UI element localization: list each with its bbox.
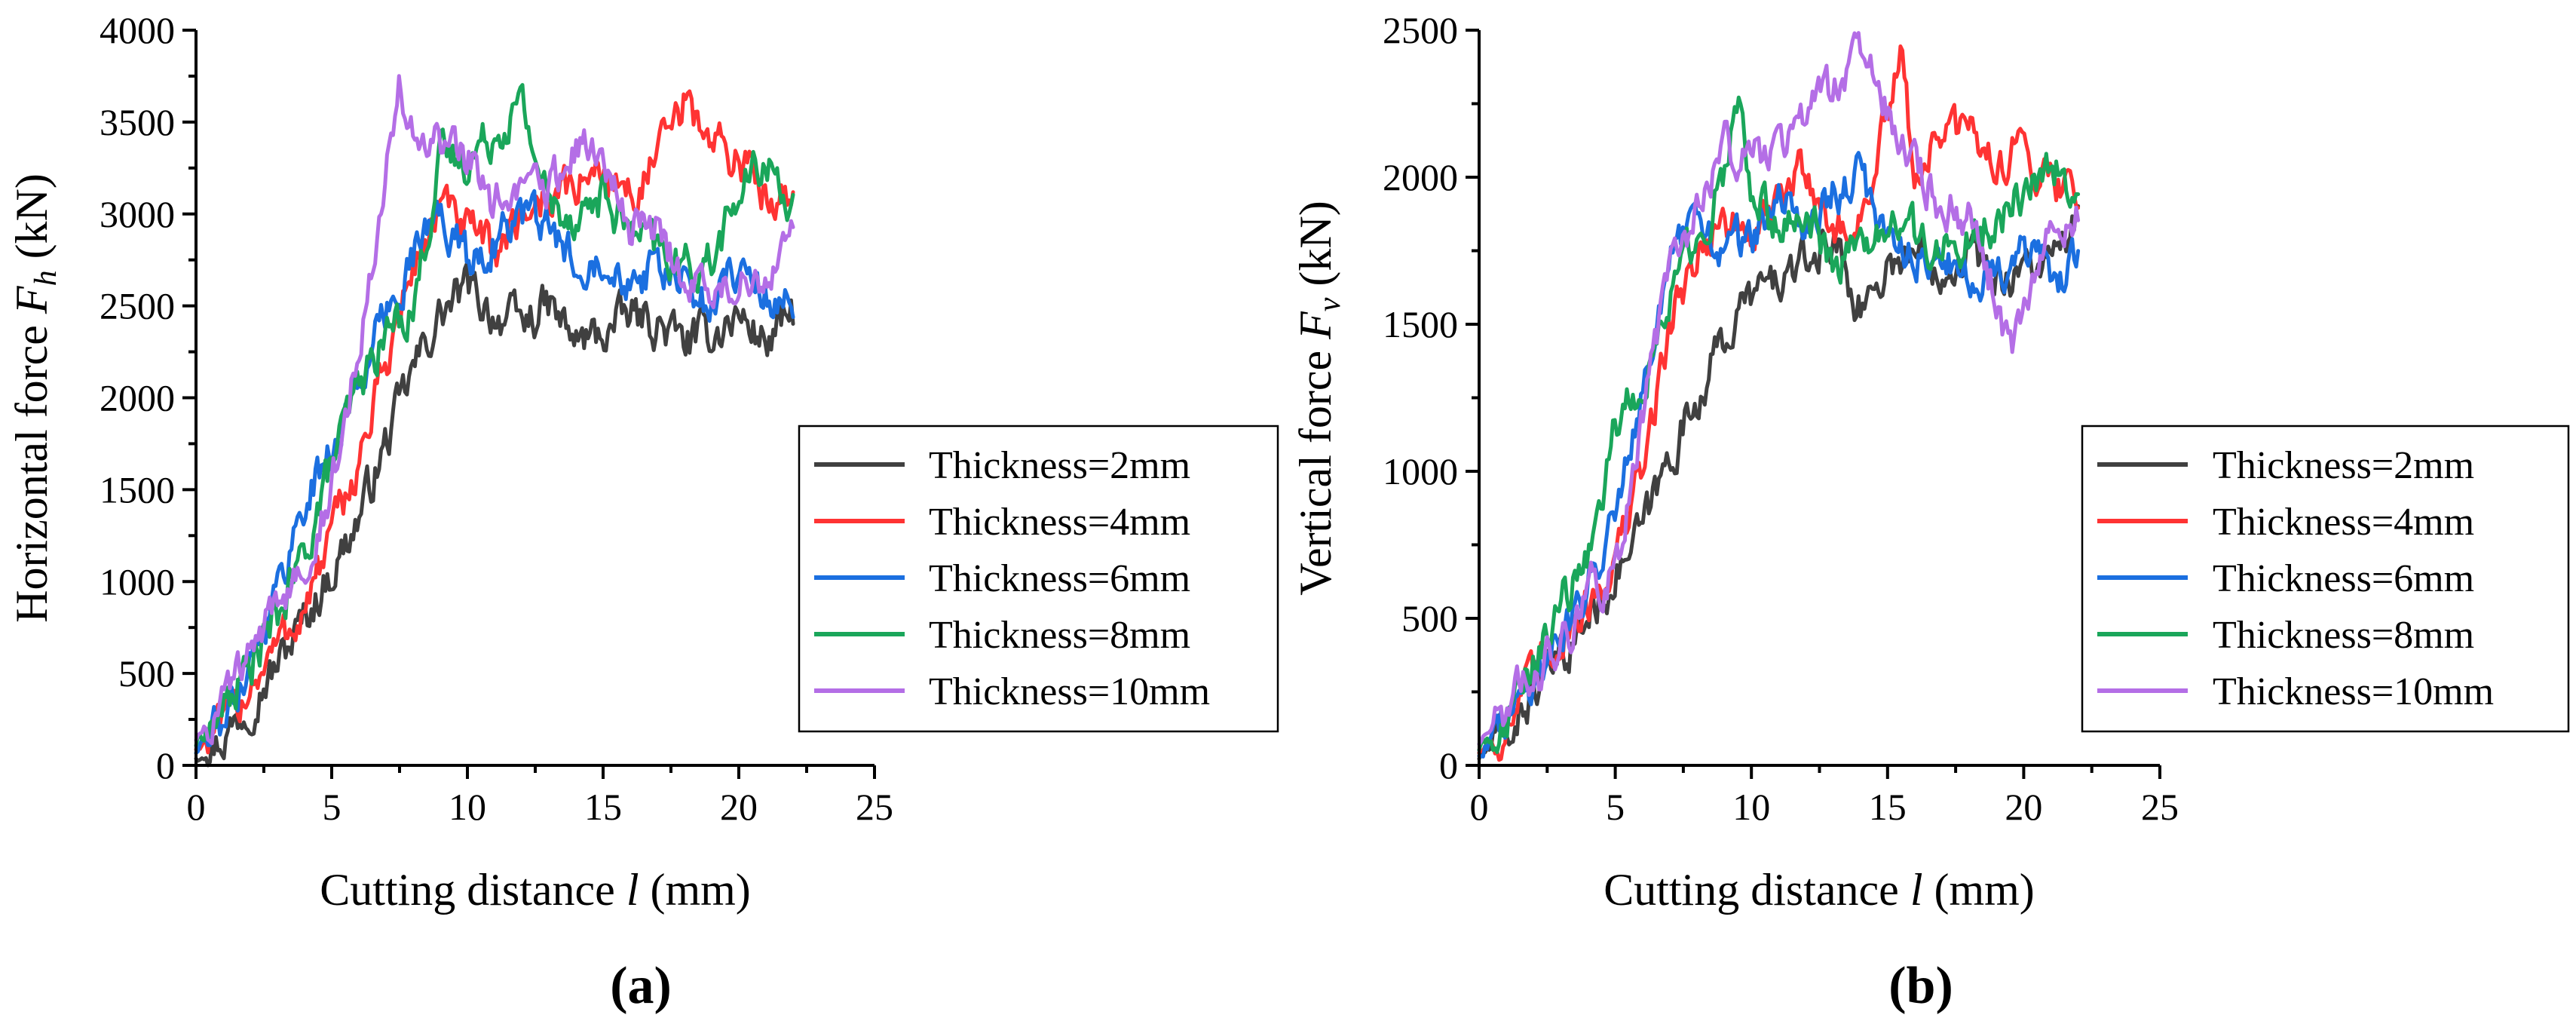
legend-label: Thickness=2mm [929,444,1190,487]
chart-a-xlabel: Cutting distance l (mm) [320,865,751,915]
chart-a-ylabel: Horizontal force Fh (kN) [7,173,63,623]
legend-label: Thickness=4mm [2213,501,2474,544]
chart-a: 0 500 1000 1500 2000 2500 3000 3500 4000 0 5 10 15 2… [7,9,1279,1015]
chart-b-ylabel: Vertical force Fv (kN) [1291,201,1347,595]
x-tick-label: 25 [2141,786,2179,828]
chart-a-panel-label: (a) [610,957,672,1015]
legend-label: Thickness=8mm [929,614,1190,657]
chart-b-legend: Thickness=2mm Thickness=4mm Thickness=6mm T… [2081,425,2570,733]
x-tick-label: 10 [1732,786,1770,828]
x-tick-label: 0 [1470,786,1489,828]
chart-b-axes [1478,30,2160,767]
x-tick-label: 5 [323,786,342,828]
y-tick-label: 1500 [100,468,175,510]
y-tick-label: 0 [1439,744,1458,786]
y-tick-label: 2000 [1383,156,1458,198]
chart-b: 0 500 1000 1500 2000 2500 0 5 10 15 20 25 Cutting … [1291,9,2570,1015]
legend-label: Thickness=2mm [2213,444,2474,487]
series-line-thickness-6mm [1477,151,2081,759]
legend-label: Thickness=10mm [2213,670,2494,713]
y-tick-label: 1000 [100,560,175,602]
y-tick-label: 3500 [100,101,175,143]
y-tick-label: 2000 [100,377,175,419]
legend-label: Thickness=8mm [2213,614,2474,657]
y-tick-label: 0 [156,744,175,786]
legend-label: Thickness=6mm [929,557,1190,600]
series-line-thickness-2mm [194,262,795,768]
series-line-thickness-10mm [194,74,795,746]
y-tick-label: 500 [118,652,175,694]
chart-a-legend: Thickness=2mm Thickness=4mm Thickness=6mm T… [798,425,1279,733]
series-line-thickness-10mm [1477,31,2081,747]
chart-a-yticks: 0 500 1000 1500 2000 2500 3000 3500 4000 [100,9,196,786]
chart-b-xticks: 0 5 10 15 20 25 [1470,765,2179,828]
chart-a-series [194,74,795,768]
chart-b-panel-label: (b) [1888,957,1953,1015]
chart-b-yticks: 0 500 1000 1500 2000 2500 [1383,9,1479,786]
y-tick-label: 2500 [1383,9,1458,51]
chart-a-xticks: 0 5 10 15 20 25 [187,765,893,828]
y-tick-label: 1500 [1383,303,1458,345]
x-tick-label: 20 [2005,786,2042,828]
x-tick-label: 15 [584,786,622,828]
x-tick-label: 25 [856,786,893,828]
chart-b-xlabel: Cutting distance l (mm) [1603,865,2035,915]
x-tick-label: 5 [1606,786,1625,828]
legend-label: Thickness=6mm [2213,557,2474,600]
x-tick-label: 15 [1869,786,1907,828]
y-tick-label: 500 [1401,597,1458,639]
chart-b-series [1477,31,2081,762]
x-tick-label: 20 [720,786,758,828]
legend-label: Thickness=10mm [929,670,1210,713]
x-tick-label: 0 [187,786,206,828]
y-tick-label: 3000 [100,193,175,235]
chart-a-axes [195,30,874,767]
y-tick-label: 2500 [100,285,175,327]
x-tick-label: 10 [449,786,486,828]
legend-label: Thickness=4mm [929,501,1190,544]
y-tick-label: 1000 [1383,450,1458,492]
series-line-thickness-6mm [194,189,795,756]
y-tick-label: 4000 [100,9,175,51]
